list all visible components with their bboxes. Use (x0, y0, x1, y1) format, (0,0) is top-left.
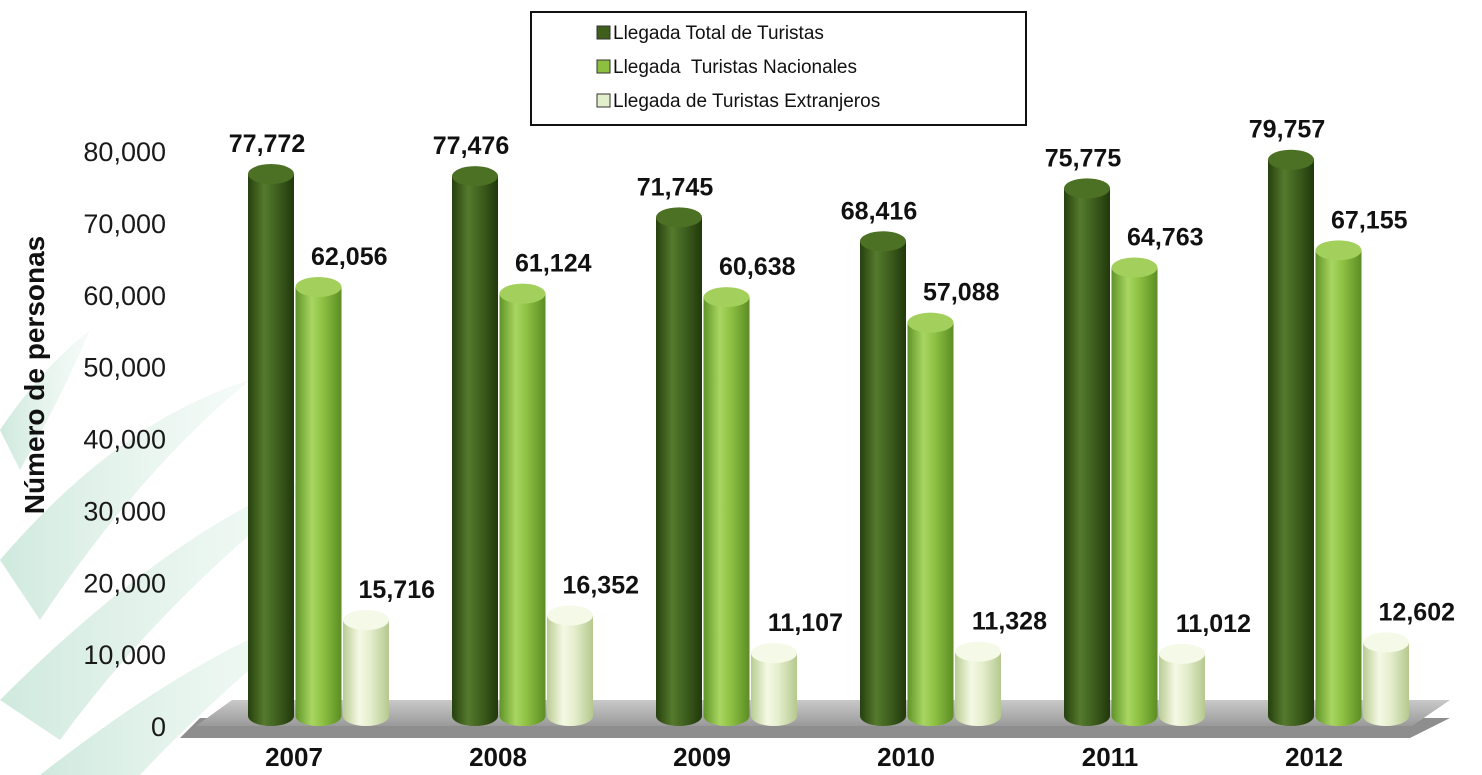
x-tick-label: 2008 (469, 742, 527, 772)
y-tick-label: 20,000 (83, 568, 166, 598)
data-label: 16,352 (563, 571, 639, 599)
bar (343, 620, 389, 726)
legend-label: Llegada Total de Turistas (613, 23, 824, 44)
bar-top (907, 312, 954, 333)
bar (1064, 188, 1110, 726)
data-label: 68,416 (841, 197, 917, 225)
data-label: 11,012 (1176, 610, 1251, 638)
data-labels: 77,772 62,056 15,716 77,476 61,124 16,352 71,7… (229, 116, 1455, 638)
bar-top (547, 605, 593, 626)
y-tick-label: 0 (151, 712, 166, 742)
data-label: 60,638 (719, 253, 796, 281)
bar (1111, 267, 1158, 726)
bar-top (955, 641, 1001, 662)
y-tick-label: 60,000 (83, 281, 166, 311)
legend-label: Llegada de Turistas Extranjeros (613, 91, 880, 112)
data-label: 57,088 (923, 279, 1000, 307)
x-tick-label: 2010 (877, 742, 935, 772)
data-label: 15,716 (359, 576, 435, 604)
bar (1268, 159, 1314, 726)
legend-label: Llegada Turistas Nacionales (613, 57, 857, 78)
data-label: 71,745 (637, 173, 714, 201)
data-label: 67,155 (1331, 206, 1408, 234)
y-tick-label: 40,000 (83, 425, 166, 455)
legend-swatch (596, 93, 611, 108)
x-tick-label: 2007 (265, 742, 323, 772)
bar-top (656, 207, 702, 228)
bar-top (703, 287, 750, 308)
legend-swatch (596, 25, 611, 40)
data-label: 77,772 (229, 130, 305, 158)
bar-top (860, 231, 906, 252)
bar-top (751, 643, 797, 664)
bar-top (499, 283, 546, 304)
bar-top (452, 166, 498, 187)
bar (499, 293, 546, 726)
x-tick-label: 2009 (673, 742, 731, 772)
y-tick-label: 70,000 (83, 209, 166, 239)
legend: Llegada Total de Turistas Llegada Turista… (530, 11, 1027, 126)
bar (1315, 250, 1362, 727)
data-label: 61,124 (515, 250, 592, 278)
y-tick-label: 50,000 (83, 353, 166, 383)
data-label: 11,328 (972, 608, 1047, 636)
bar (703, 297, 750, 726)
legend-swatch (596, 59, 611, 74)
data-label: 77,476 (433, 132, 509, 160)
bar (295, 286, 342, 726)
bar (751, 653, 797, 726)
bar (907, 322, 954, 726)
bar-top (1315, 240, 1362, 261)
data-label: 79,757 (1249, 116, 1325, 144)
x-axis: 2007 2008 2009 2010 2011 2012 (265, 742, 1343, 772)
data-label: 64,763 (1127, 224, 1203, 252)
bar (248, 174, 294, 727)
legend-box (530, 11, 1027, 126)
bar (452, 176, 498, 727)
bar-top (343, 610, 389, 631)
bar-top (1111, 257, 1158, 278)
bar-top (1064, 178, 1110, 199)
bar-top (1363, 632, 1409, 653)
bar-groups (248, 149, 1409, 727)
y-tick-label: 30,000 (83, 496, 166, 526)
data-label: 62,056 (311, 243, 387, 271)
y-axis: 0 10,000 20,000 30,000 40,000 50,000 60,000 70,… (83, 137, 166, 742)
data-label: 11,107 (768, 609, 843, 637)
bar (1159, 653, 1205, 726)
y-axis-title: Número de personas (19, 236, 50, 515)
y-tick-label: 10,000 (83, 640, 166, 670)
data-label: 12,602 (1379, 598, 1455, 626)
bar (1363, 642, 1409, 726)
bar (547, 615, 593, 726)
bar-top (1268, 149, 1314, 170)
bar-top (295, 276, 342, 297)
data-label: 75,775 (1045, 144, 1122, 172)
bar (656, 217, 702, 726)
x-tick-label: 2011 (1082, 742, 1138, 772)
bar (955, 651, 1001, 726)
bar-top (248, 164, 294, 185)
bar-top (1159, 643, 1205, 664)
bar (860, 241, 906, 726)
y-tick-label: 80,000 (83, 137, 166, 167)
x-tick-label: 2012 (1285, 742, 1343, 772)
